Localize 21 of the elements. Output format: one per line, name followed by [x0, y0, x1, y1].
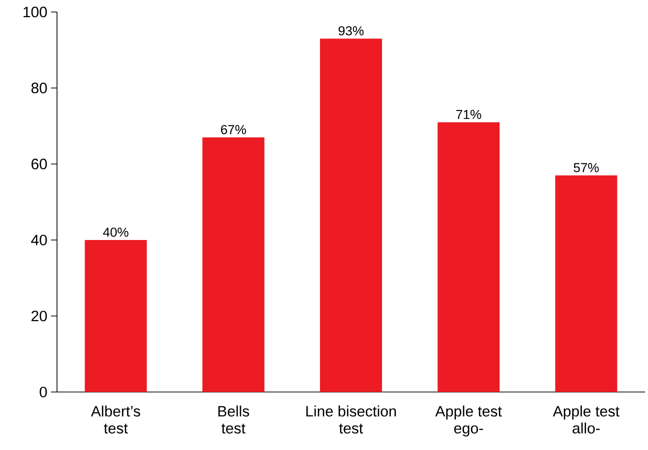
bar [202, 137, 264, 392]
data-label: 71% [456, 110, 482, 119]
y-tick-label: 60 [32, 158, 47, 170]
x-tick-label: Bells test [218, 406, 250, 434]
data-label: 40% [103, 228, 128, 237]
x-tick-label: Apple test ego- [435, 406, 502, 437]
bar [320, 38, 382, 392]
bar [555, 175, 618, 392]
bar [84, 240, 147, 392]
data-label: 57% [574, 163, 599, 172]
data-label: 67% [221, 124, 246, 134]
y-tick-label: 40 [31, 234, 47, 246]
y-tick-label: 20 [32, 310, 47, 322]
y-tick-label: 100 [24, 6, 47, 18]
data-label: 93% [338, 26, 364, 36]
y-tick-label: 0 [40, 386, 47, 398]
x-tick-label: Line bisection test [306, 406, 396, 434]
x-tick-label: Albert’s test [90, 406, 140, 434]
bar [438, 122, 500, 392]
x-tick-label: Apple test allo- [552, 406, 620, 434]
y-tick-label: 80 [31, 82, 47, 94]
